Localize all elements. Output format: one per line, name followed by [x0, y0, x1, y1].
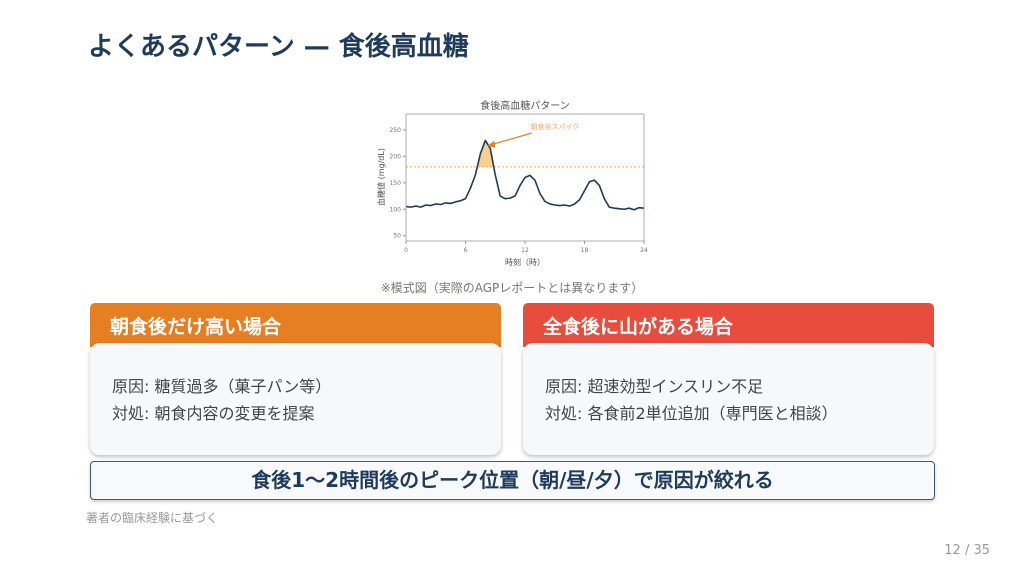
card-body: 原因: 超速効型インスリン不足 対処: 各食前2単位追加（専門医と相談）: [523, 343, 934, 455]
glucose-line: [405, 139, 645, 211]
annotation-label: 朝食後スパイク: [531, 122, 580, 131]
x-tick-label: 18: [581, 247, 589, 254]
page-title: よくあるパターン — 食後高血糖: [88, 32, 469, 62]
y-tick-label: 50: [393, 233, 401, 240]
chart: 食後高血糖パターン 0 6 12 18 24 50 100 150 200 250 時刻（時） 血…: [376, 99, 648, 267]
footnote: 著者の臨床経験に基づく: [86, 511, 219, 525]
card-header: 全食後に山がある場合: [523, 303, 934, 347]
y-axis-label: 血糖値 (mg/dL): [376, 148, 386, 206]
chart-caption: ※模式図（実際のAGPレポートとは異なります）: [380, 281, 644, 295]
card-cause: 原因: 糖質過多（菓子パン等）: [112, 377, 332, 396]
card-header: 朝食後だけ高い場合: [90, 303, 501, 347]
card-action: 対処: 各食前2単位追加（専門医と相談）: [545, 404, 838, 423]
chart-title: 食後高血糖パターン: [480, 99, 570, 112]
x-tick-label: 0: [404, 247, 408, 254]
y-tick-label: 200: [390, 153, 402, 160]
y-tick-label: 250: [390, 127, 402, 134]
y-tick-label: 100: [390, 206, 402, 213]
card-all-meals: 全食後に山がある場合 原因: 超速効型インスリン不足 対処: 各食前2単位追加（…: [523, 303, 934, 455]
card-action: 対処: 朝食内容の変更を提案: [112, 404, 315, 423]
x-tick-label: 6: [464, 247, 468, 254]
y-tick-label: 150: [390, 180, 402, 187]
x-axis-label: 時刻（時）: [505, 257, 545, 267]
page-number: 12 / 35: [944, 543, 990, 558]
card-breakfast-only: 朝食後だけ高い場合 原因: 糖質過多（菓子パン等） 対処: 朝食内容の変更を提案: [90, 303, 501, 455]
arrow-head-icon: [487, 140, 496, 148]
card-body: 原因: 糖質過多（菓子パン等） 対処: 朝食内容の変更を提案: [90, 343, 501, 455]
card-cause: 原因: 超速効型インスリン不足: [545, 377, 764, 396]
x-tick-label: 12: [521, 247, 529, 254]
spike-fill-area: [477, 140, 494, 167]
summary-box: 食後1〜2時間後のピーク位置（朝/昼/夕）で原因が絞れる: [90, 461, 935, 500]
annotation-arrow: [491, 132, 533, 146]
x-tick-label: 24: [640, 247, 648, 254]
